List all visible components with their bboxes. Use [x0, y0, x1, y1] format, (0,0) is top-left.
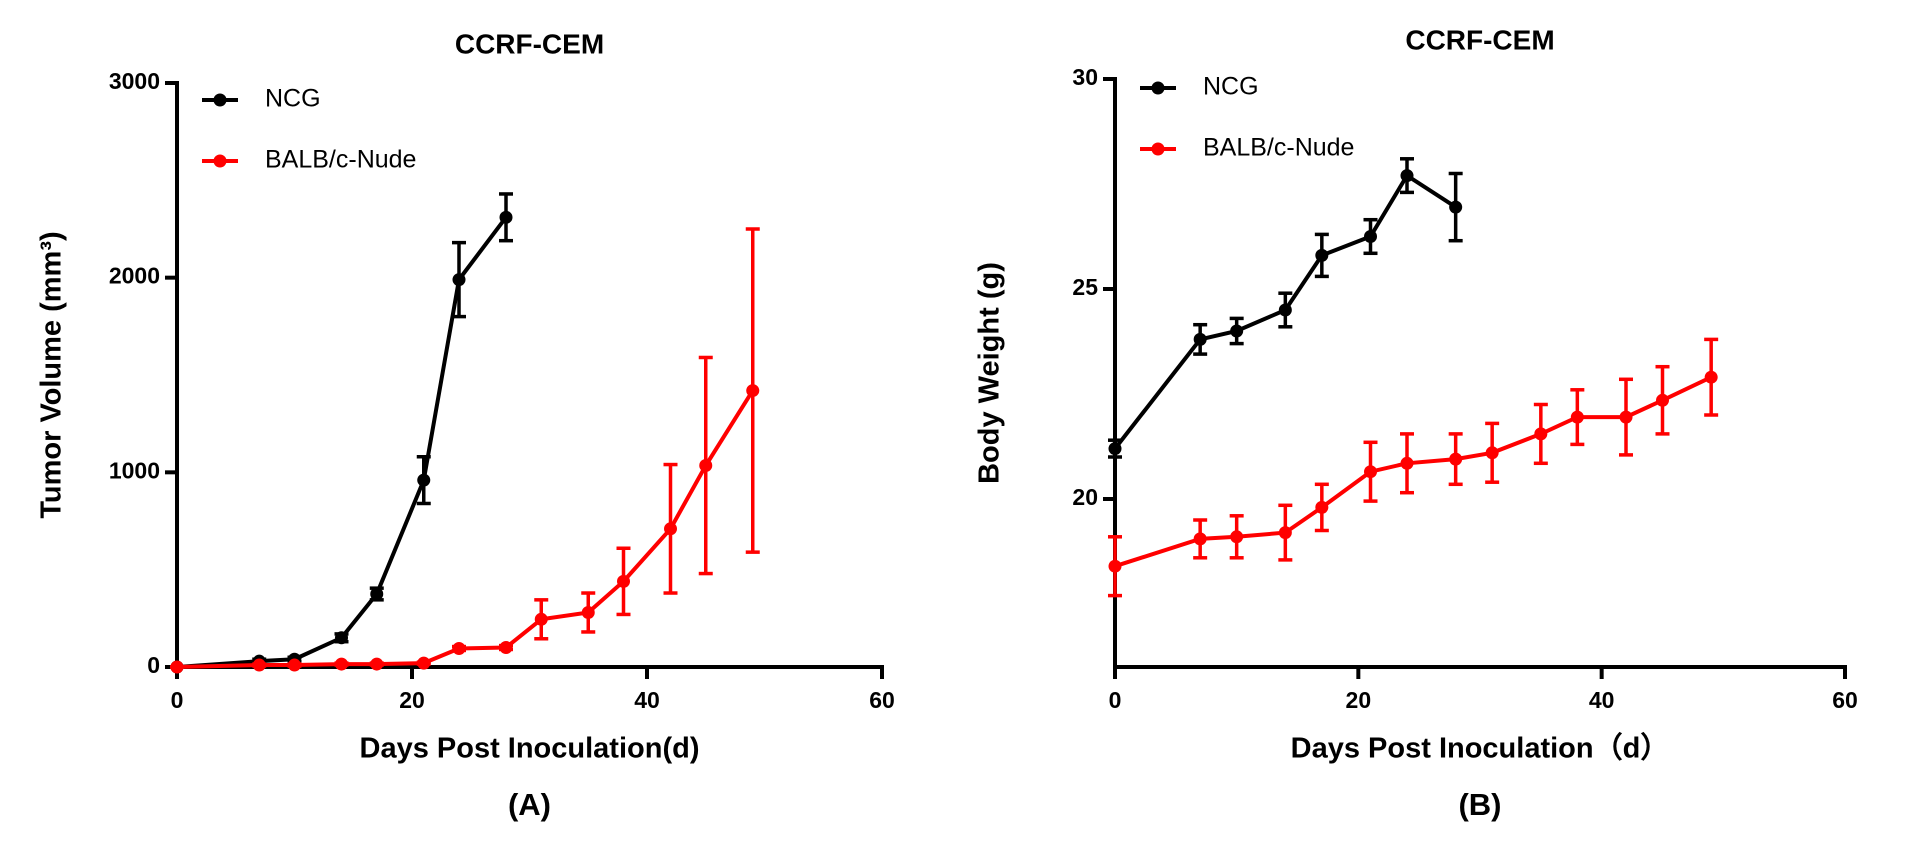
data-point	[1364, 230, 1377, 243]
series-line	[176, 389, 755, 669]
y-tick-label: 3000	[109, 68, 160, 94]
data-point	[370, 587, 384, 601]
data-point	[581, 605, 595, 619]
data-point	[252, 658, 266, 672]
data-point	[499, 210, 513, 224]
legend-label: BALB/c-Nude	[265, 146, 416, 174]
data-point	[1193, 332, 1207, 346]
data-point	[664, 522, 677, 536]
panel-label: (A)	[508, 787, 551, 822]
x-axis-label: Days Post Inoculation(d)	[360, 733, 700, 765]
legend-marker	[1151, 81, 1165, 95]
data-point	[617, 574, 630, 588]
data-point	[417, 473, 431, 487]
y-tick-label: 2000	[109, 263, 160, 289]
data-point	[335, 631, 348, 645]
chart-title: CCRF-CEM	[1405, 24, 1554, 55]
legend-label: NCG	[1203, 73, 1259, 101]
x-tick-label: 40	[634, 687, 660, 713]
data-point	[1278, 303, 1292, 317]
data-point	[1278, 526, 1292, 540]
data-point	[746, 384, 760, 398]
data-point	[1315, 248, 1329, 262]
data-point	[1534, 427, 1548, 441]
legend-marker	[213, 93, 227, 107]
data-point	[534, 612, 548, 626]
x-tick-label: 20	[399, 687, 425, 713]
data-point	[1400, 169, 1414, 183]
y-axis-label: Tumor Volume (mm³)	[36, 231, 68, 518]
y-tick-label: 30	[1072, 64, 1098, 90]
y-tick-label: 1000	[109, 457, 160, 483]
panel-label: (B)	[1458, 787, 1501, 822]
data-point	[1108, 559, 1122, 573]
series-line	[1114, 375, 1713, 569]
data-point	[1704, 370, 1718, 384]
x-tick-label: 40	[1589, 687, 1615, 713]
data-point	[288, 658, 301, 672]
data-point	[1656, 393, 1669, 407]
x-tick-label: 60	[1832, 687, 1858, 713]
data-point	[1230, 530, 1244, 544]
data-point	[370, 657, 384, 671]
y-tick-label: 0	[147, 652, 160, 678]
x-tick-label: 60	[869, 687, 895, 713]
data-point	[699, 459, 713, 473]
data-point	[1619, 410, 1633, 424]
data-point	[335, 657, 348, 671]
legend-marker	[1151, 142, 1165, 156]
legend-label: BALB/c-Nude	[1203, 134, 1354, 162]
data-point	[1230, 324, 1244, 338]
legend-label: NCG	[265, 85, 321, 113]
data-point	[1315, 500, 1329, 514]
data-point	[1108, 442, 1122, 456]
x-tick-label: 20	[1346, 687, 1372, 713]
data-point	[452, 642, 466, 656]
data-point	[1400, 456, 1414, 470]
data-point	[417, 656, 431, 670]
chart-title: CCRF-CEM	[455, 28, 604, 59]
data-point	[1193, 532, 1207, 546]
y-tick-label: 20	[1072, 484, 1098, 510]
data-point	[1485, 446, 1499, 460]
data-point	[1570, 410, 1584, 424]
x-axis-label: Days Post Inoculation（d）	[1291, 732, 1670, 765]
y-tick-label: 25	[1072, 274, 1098, 300]
data-point	[1449, 452, 1463, 466]
legend-marker	[213, 154, 227, 168]
data-point	[452, 273, 466, 287]
y-axis-label: Body Weight (g)	[974, 262, 1006, 484]
data-point	[170, 660, 184, 674]
data-point	[1364, 465, 1377, 479]
x-tick-label: 0	[1109, 687, 1122, 713]
data-point	[1449, 200, 1463, 214]
data-point	[499, 641, 513, 655]
x-tick-label: 0	[171, 687, 184, 713]
